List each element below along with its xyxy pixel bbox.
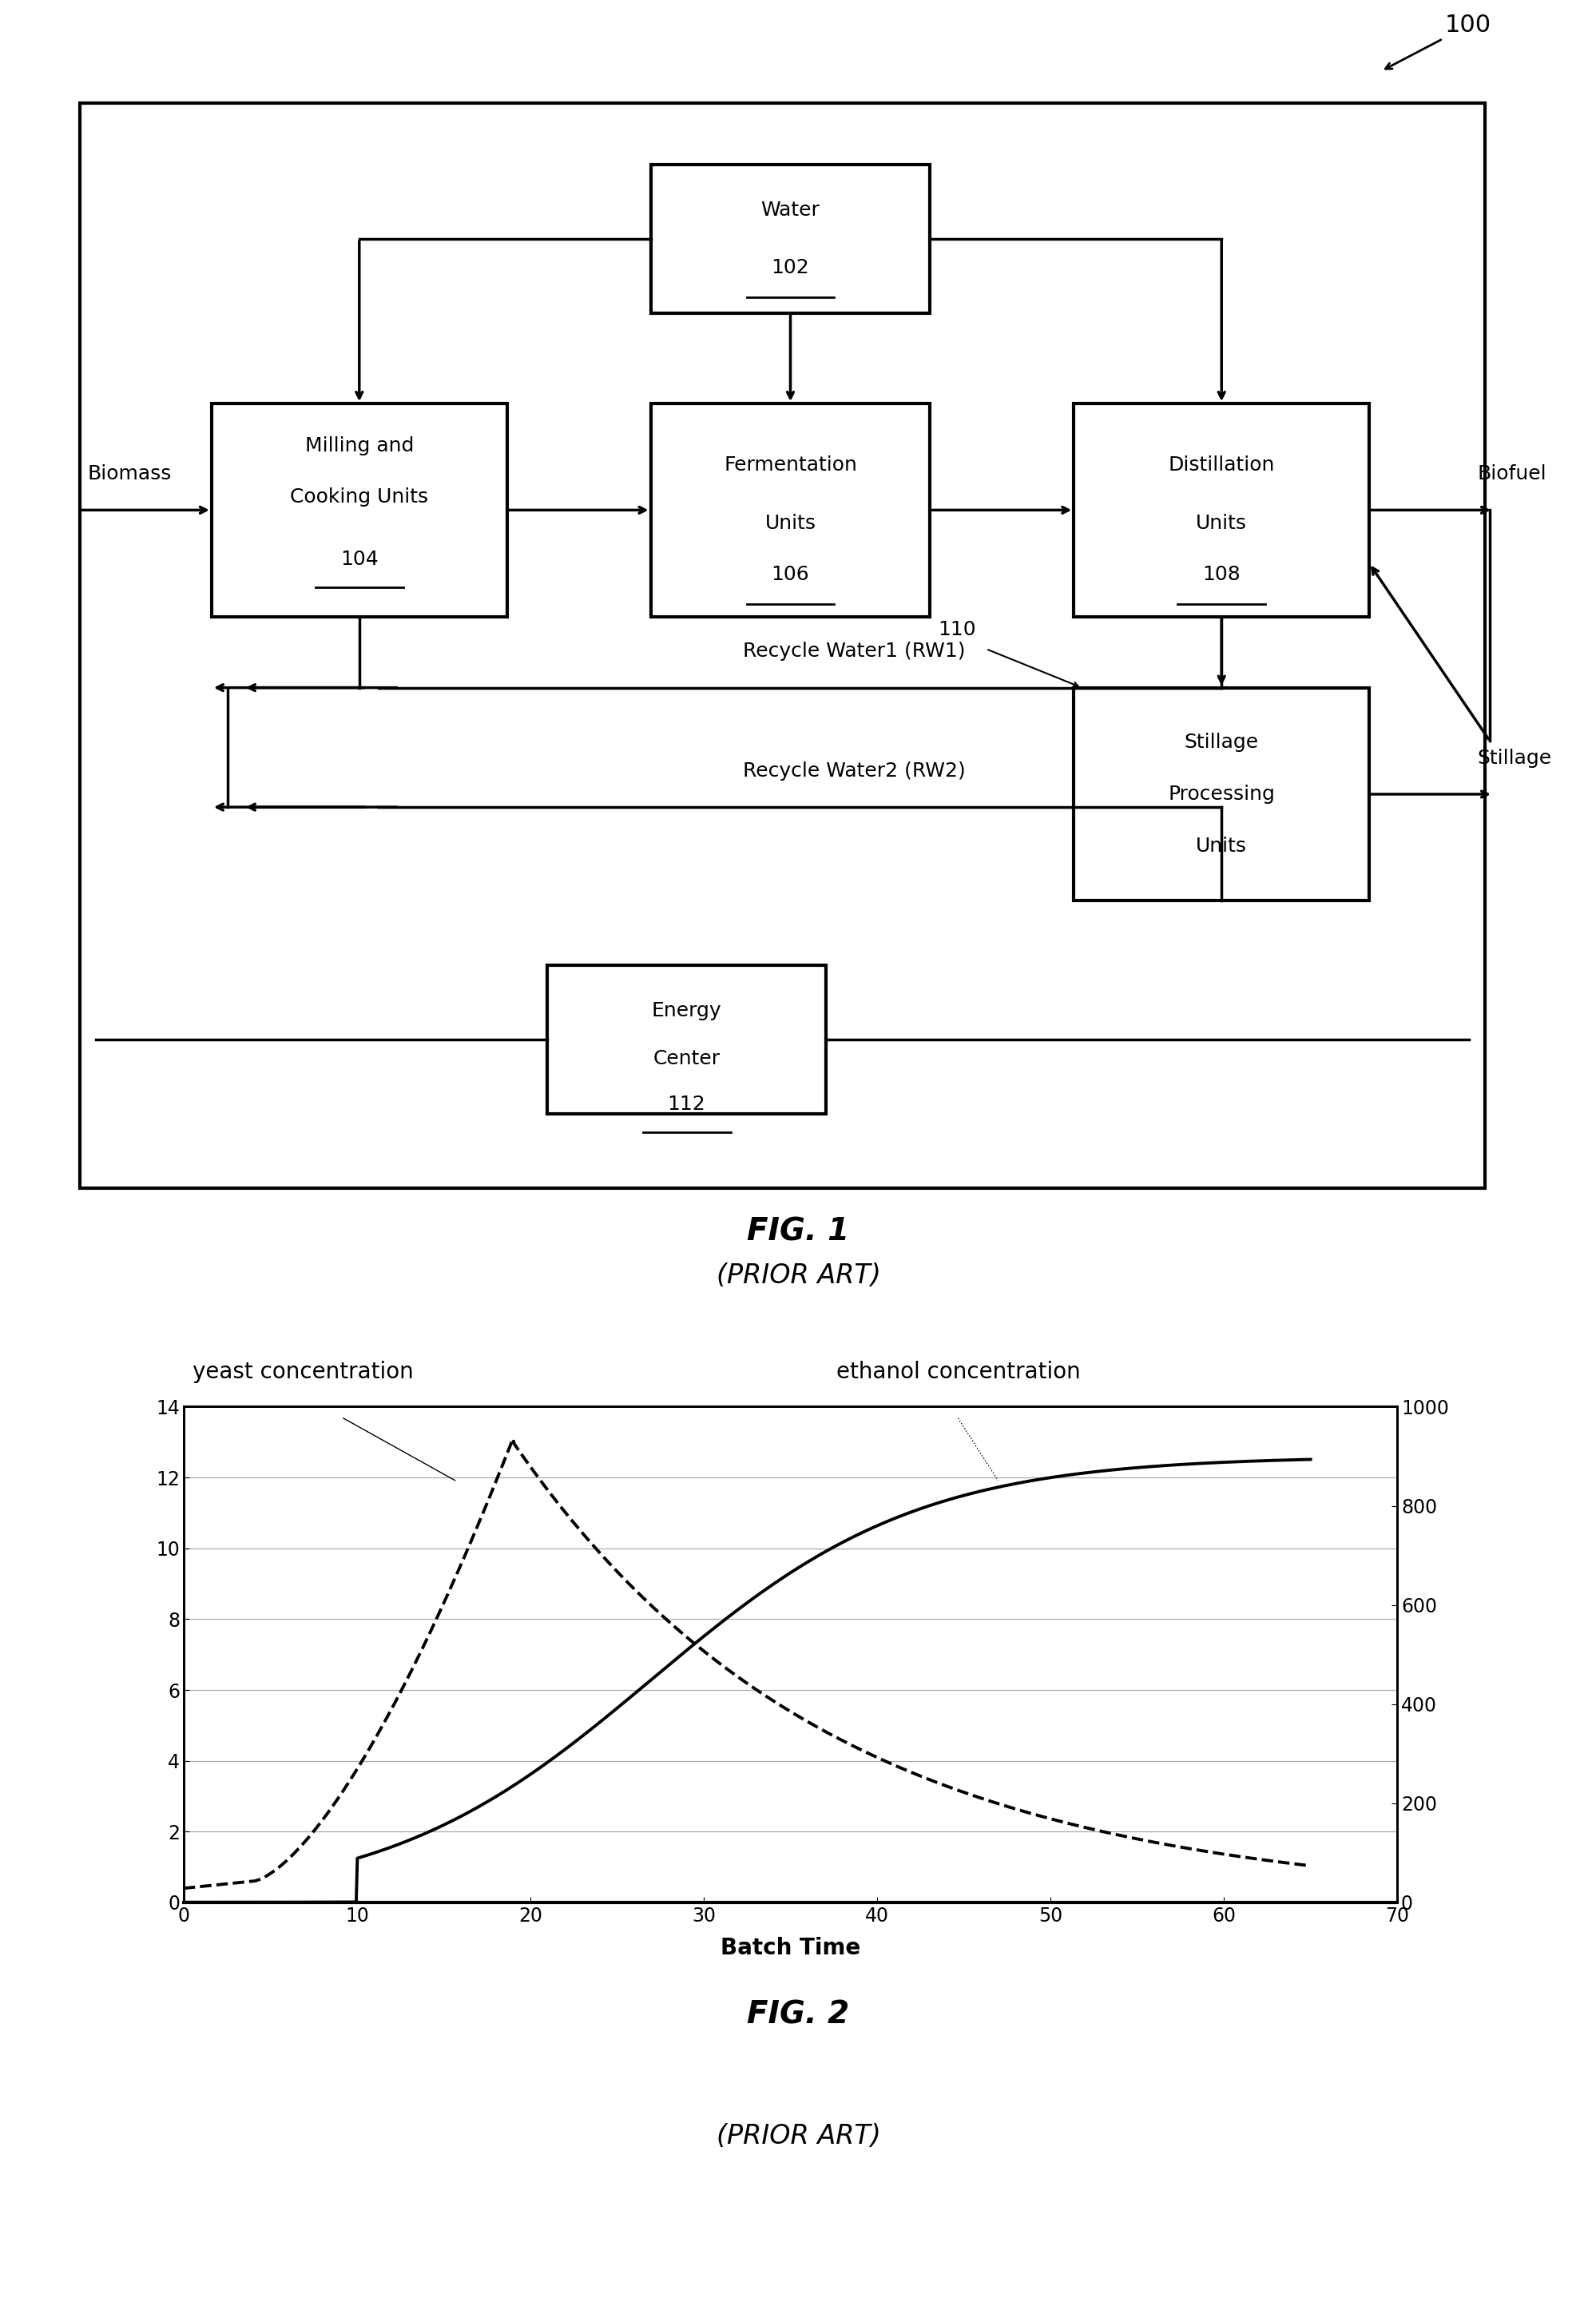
FancyBboxPatch shape [1073,687,1368,902]
FancyBboxPatch shape [547,966,827,1114]
FancyBboxPatch shape [212,404,508,616]
Text: Units: Units [1195,837,1246,856]
Text: FIG. 1: FIG. 1 [747,1218,849,1248]
FancyBboxPatch shape [1073,404,1368,616]
Text: 108: 108 [1202,565,1240,583]
Text: Water: Water [761,201,819,219]
Text: 112: 112 [667,1095,705,1114]
Text: Milling and: Milling and [305,436,413,454]
Text: 104: 104 [340,549,378,570]
Text: (PRIOR ART): (PRIOR ART) [717,2124,879,2149]
Text: Energy: Energy [651,1001,721,1022]
X-axis label: Batch Time: Batch Time [720,1937,860,1960]
Text: Cooking Units: Cooking Units [290,487,428,507]
Text: Stillage: Stillage [1476,749,1551,768]
Text: 110: 110 [938,620,975,639]
Text: ethanol concentration: ethanol concentration [836,1361,1079,1384]
Text: Fermentation: Fermentation [723,454,857,475]
Text: Biomass: Biomass [88,464,172,484]
Text: FIG. 2: FIG. 2 [747,1999,849,2029]
Text: 100: 100 [1385,14,1491,69]
Text: Recycle Water1 (RW1): Recycle Water1 (RW1) [742,641,966,662]
Text: Recycle Water2 (RW2): Recycle Water2 (RW2) [742,761,966,779]
Text: yeast concentration: yeast concentration [193,1361,413,1384]
Text: Distillation: Distillation [1168,454,1274,475]
Text: Units: Units [1195,514,1246,533]
FancyBboxPatch shape [80,104,1484,1188]
FancyBboxPatch shape [651,164,929,314]
Text: (PRIOR ART): (PRIOR ART) [717,1264,879,1289]
Text: Biofuel: Biofuel [1476,464,1545,484]
Text: Processing: Processing [1168,784,1274,805]
Text: Units: Units [764,514,816,533]
Text: 102: 102 [771,258,809,277]
Text: 106: 106 [771,565,809,583]
Text: Stillage: Stillage [1184,733,1258,752]
FancyBboxPatch shape [651,404,929,616]
Text: Center: Center [653,1049,720,1068]
